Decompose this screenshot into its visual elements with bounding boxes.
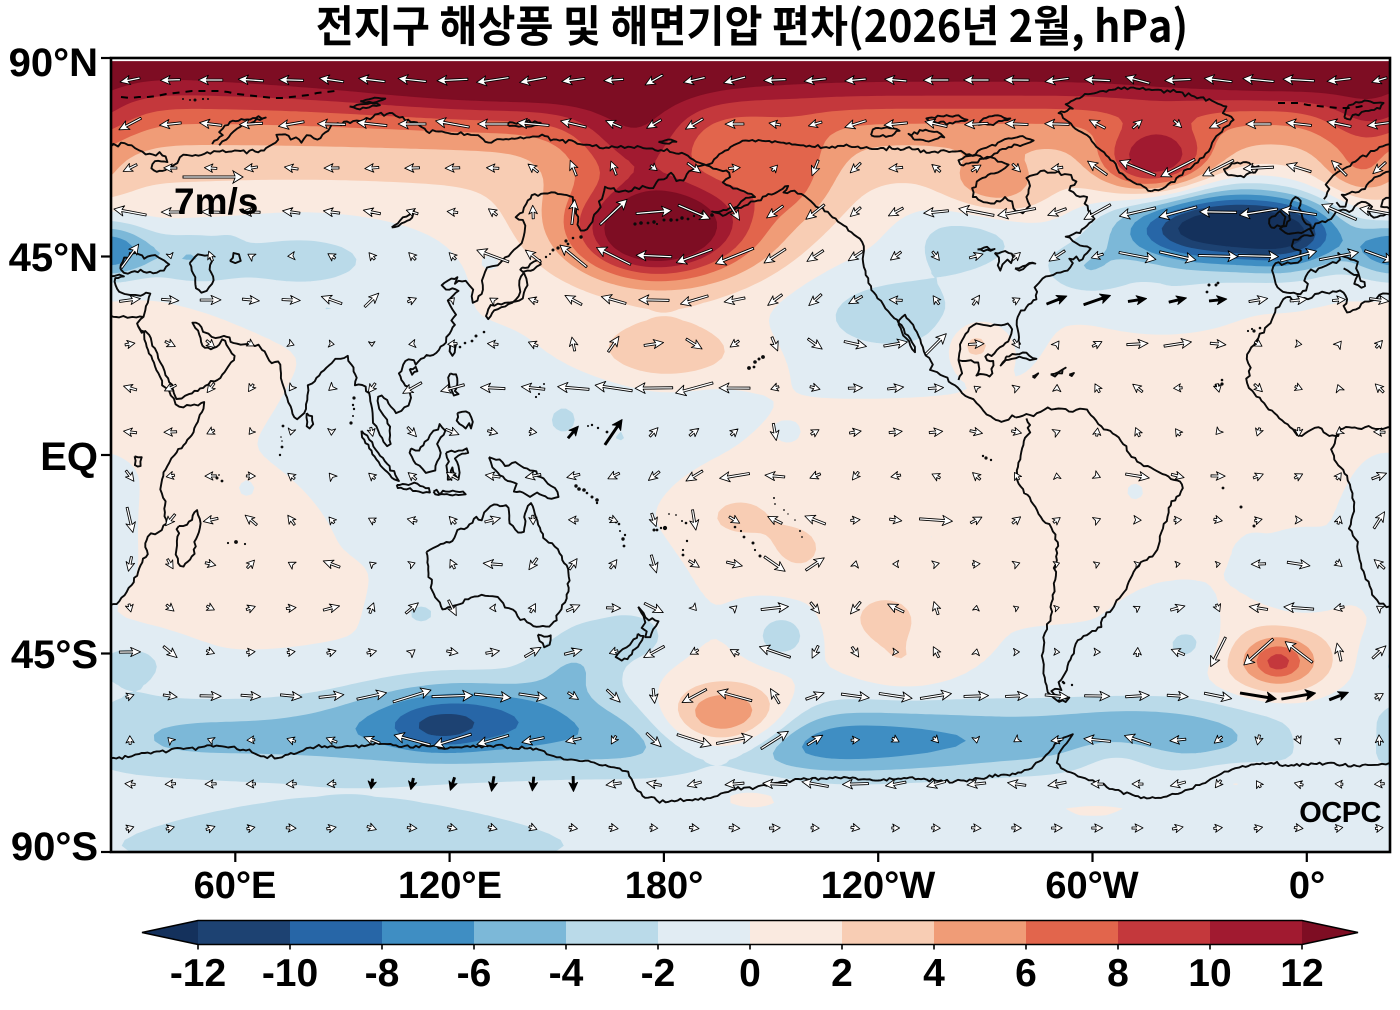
svg-text:45°S: 45°S [11, 633, 98, 677]
svg-text:180°: 180° [625, 865, 704, 907]
svg-text:12: 12 [1280, 952, 1323, 995]
svg-text:90°S: 90°S [11, 825, 98, 869]
svg-text:2: 2 [831, 952, 853, 995]
svg-text:6: 6 [1015, 952, 1037, 995]
svg-text:120°W: 120°W [821, 865, 936, 907]
svg-text:-6: -6 [457, 952, 492, 995]
svg-text:-8: -8 [365, 952, 400, 995]
svg-text:120°E: 120°E [398, 865, 502, 907]
svg-text:-10: -10 [262, 952, 318, 995]
svg-text:EQ: EQ [40, 435, 98, 479]
svg-text:7m/s: 7m/s [174, 181, 258, 222]
svg-text:OCPC: OCPC [1299, 797, 1381, 829]
svg-text:60°E: 60°E [194, 865, 277, 907]
svg-text:-2: -2 [641, 952, 676, 995]
svg-text:4: 4 [923, 952, 945, 995]
svg-text:0: 0 [739, 952, 761, 995]
svg-text:0°: 0° [1289, 865, 1325, 907]
svg-text:90°N: 90°N [9, 41, 98, 85]
svg-text:60°W: 60°W [1045, 865, 1138, 907]
svg-text:10: 10 [1188, 952, 1231, 995]
svg-text:-4: -4 [549, 952, 584, 995]
svg-text:-12: -12 [170, 952, 226, 995]
svg-text:45°N: 45°N [9, 236, 98, 280]
svg-text:8: 8 [1107, 952, 1129, 995]
